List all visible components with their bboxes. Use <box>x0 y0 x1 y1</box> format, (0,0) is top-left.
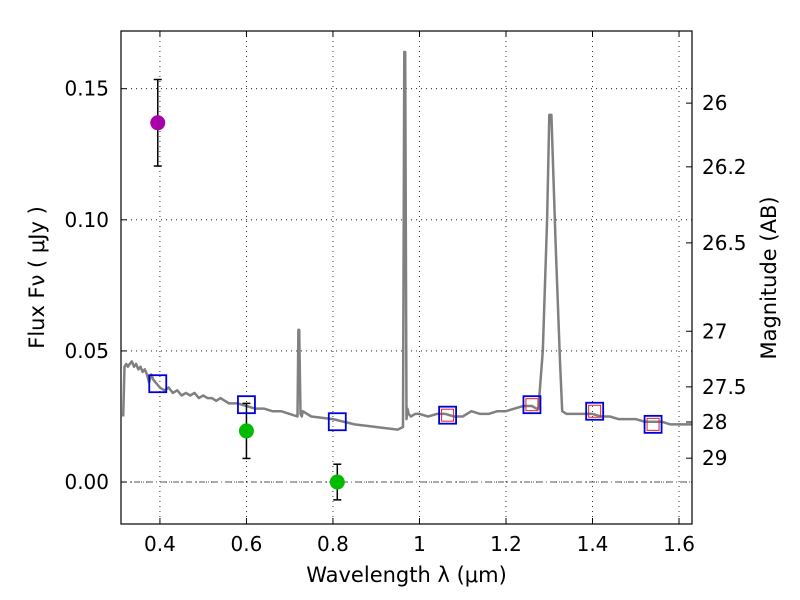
y-tick-label: 0.00 <box>64 470 109 494</box>
x-tick-label: 0.6 <box>231 532 263 556</box>
x-axis-ticks: 0.4 0.6 0.8 1 1.2 1.4 1.6 <box>144 31 695 556</box>
magnitude-tick-label: 27 <box>702 319 727 343</box>
magnitude-axis-ticks: 26 26.2 26.5 27 27.5 28 29 <box>686 91 747 470</box>
x-tick-label: 0.4 <box>144 532 176 556</box>
model-square-blue <box>643 414 663 434</box>
observed-point <box>238 423 254 439</box>
y-tick-label: 0.10 <box>64 208 109 232</box>
model-square-red <box>441 408 455 422</box>
magnitude-tick-label: 26 <box>702 91 727 115</box>
x-tick-label: 1.6 <box>663 532 695 556</box>
y-axis-ticks: 0.00 0.05 0.10 0.15 <box>64 77 127 494</box>
magnitude-tick-label: 29 <box>702 446 727 470</box>
model-square-blue <box>585 401 605 421</box>
magnitude-axis-label: Magnitude (AB) <box>757 196 781 359</box>
model-square-blue <box>237 395 256 415</box>
magnitude-tick-label: 26.5 <box>702 231 747 255</box>
x-tick-label: 1.4 <box>577 532 609 556</box>
x-axis-label: Wavelength λ (μm) <box>306 563 507 587</box>
magnitude-tick-label: 26.2 <box>702 155 747 179</box>
y-axis-label: Flux Fν ( μJy ) <box>25 206 49 349</box>
magnitude-tick-label: 28 <box>702 410 727 434</box>
x-tick-label: 1 <box>413 532 426 556</box>
model-square-red <box>646 417 660 431</box>
x-tick-label: 0.8 <box>317 532 349 556</box>
model-square-blue <box>438 405 457 425</box>
model-square-blue <box>327 412 347 432</box>
observed-point <box>150 115 166 131</box>
sed-model-line <box>121 50 692 431</box>
model-square-blue <box>522 395 542 415</box>
x-tick-label: 1.2 <box>490 532 522 556</box>
model-square-blue <box>148 374 168 394</box>
model-square-red <box>588 404 602 418</box>
magnitude-tick-label: 27.5 <box>702 375 747 399</box>
model-square-red <box>525 398 539 412</box>
y-tick-label: 0.15 <box>64 77 109 101</box>
observed-point <box>329 474 345 490</box>
y-tick-label: 0.05 <box>64 339 109 363</box>
data-points <box>148 78 663 501</box>
plot-frame <box>120 30 693 525</box>
